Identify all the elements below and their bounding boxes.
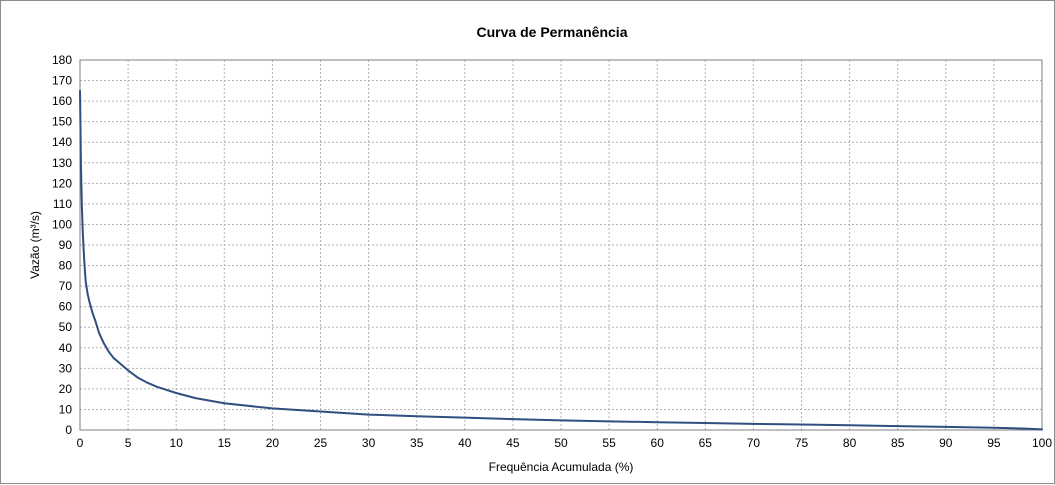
- x-axis-title: Frequência Acumulada (%): [489, 460, 634, 474]
- y-tick-label: 100: [52, 217, 72, 231]
- x-tick-label: 50: [554, 436, 568, 450]
- y-axis-title: Vazão (m³/s): [28, 211, 42, 279]
- x-tick-label: 35: [410, 436, 424, 450]
- y-tick-label: 0: [65, 423, 72, 437]
- x-tick-label: 55: [602, 436, 616, 450]
- x-tick-label: 25: [314, 436, 328, 450]
- x-tick-label: 10: [170, 436, 184, 450]
- x-tick-label: 5: [125, 436, 132, 450]
- y-tick-label: 80: [59, 259, 73, 273]
- y-tick-label: 140: [52, 135, 72, 149]
- x-tick-label: 40: [458, 436, 472, 450]
- y-tick-label: 10: [59, 402, 73, 416]
- x-tick-label: 45: [506, 436, 520, 450]
- y-tick-label: 150: [52, 115, 72, 129]
- x-axis-ticks: 0 5 10 15 20 25 30 35 40 45 50 55 60 65 70 75 80 85 90 95 10…: [77, 436, 1053, 450]
- y-tick-label: 30: [59, 361, 73, 375]
- y-tick-label: 40: [59, 341, 73, 355]
- y-tick-label: 20: [59, 382, 73, 396]
- x-tick-label: 85: [891, 436, 905, 450]
- y-tick-label: 170: [52, 74, 72, 88]
- x-tick-label: 30: [362, 436, 376, 450]
- x-tick-label: 20: [266, 436, 280, 450]
- y-tick-label: 50: [59, 320, 73, 334]
- x-tick-label: 80: [843, 436, 857, 450]
- y-tick-label: 180: [52, 53, 72, 67]
- x-tick-label: 70: [747, 436, 761, 450]
- x-tick-label: 15: [218, 436, 232, 450]
- chart-title: Curva de Permanência: [477, 24, 628, 40]
- x-tick-label: 75: [795, 436, 809, 450]
- x-tick-label: 95: [987, 436, 1001, 450]
- y-tick-label: 110: [53, 197, 72, 211]
- y-tick-label: 120: [52, 176, 72, 190]
- x-tick-label: 65: [699, 436, 713, 450]
- plot-area: [79, 59, 1043, 431]
- y-tick-label: 160: [52, 94, 72, 108]
- y-tick-label: 130: [52, 156, 72, 170]
- y-axis-ticks: 0 10 20 30 40 50 60 70 80 90 100 110 120 130 140 150 160…: [52, 53, 72, 437]
- y-tick-label: 60: [59, 300, 73, 314]
- x-tick-label: 100: [1032, 436, 1052, 450]
- x-tick-label: 0: [77, 436, 84, 450]
- series-line: [79, 89, 1043, 431]
- y-tick-label: 90: [59, 238, 73, 252]
- x-tick-label: 90: [939, 436, 953, 450]
- x-tick-label: 60: [651, 436, 665, 450]
- y-tick-label: 70: [59, 279, 73, 293]
- grid-layer: [79, 59, 1043, 431]
